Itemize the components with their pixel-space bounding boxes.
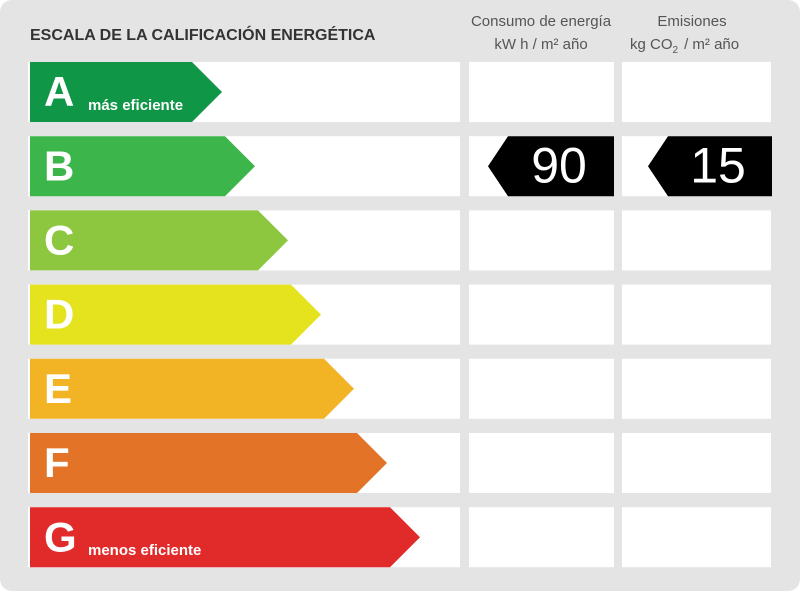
rating-arrow [30, 284, 321, 345]
rating-arrow [30, 507, 420, 568]
cell [622, 507, 771, 568]
column-header: Consumo de energía [471, 13, 612, 30]
unit: kg CO [630, 36, 673, 53]
column-header: kW h / m² año [494, 36, 587, 53]
cell [622, 284, 771, 345]
cell [622, 62, 771, 122]
title: ESCALA DE LA CALIFICACIÓN ENERGÉTICA [30, 25, 376, 44]
indicator [488, 136, 614, 197]
rating-letter: C [44, 216, 74, 263]
cell [622, 433, 771, 493]
unit-sub: 2 [673, 45, 679, 56]
column-header: kg CO2 / m² año [630, 36, 739, 56]
rating-letter: D [44, 291, 74, 338]
rating-letter: B [44, 142, 74, 189]
rating-arrow [30, 136, 255, 197]
rating-letter: F [44, 439, 70, 486]
unit: / m² año [684, 36, 739, 53]
indicator-value: 90 [531, 137, 587, 193]
indicator-value: 15 [690, 137, 746, 193]
cell [469, 210, 614, 271]
rating-note: más eficiente [88, 97, 183, 114]
rating-arrow [30, 62, 222, 122]
rating-arrow [30, 210, 288, 271]
indicator [648, 136, 772, 197]
rating-arrow [30, 433, 387, 493]
cell [469, 62, 614, 122]
cell [622, 358, 771, 419]
cell [469, 284, 614, 345]
rating-letter: A [44, 68, 74, 115]
rating-letter: E [44, 365, 72, 412]
cell [622, 210, 771, 271]
cell [469, 507, 614, 568]
rating-arrow [30, 358, 354, 419]
rating-letter: G [44, 513, 77, 560]
column-header: Emisiones [657, 13, 726, 30]
rating-note: menos eficiente [88, 542, 201, 559]
cell [469, 358, 614, 419]
cell [469, 433, 614, 493]
